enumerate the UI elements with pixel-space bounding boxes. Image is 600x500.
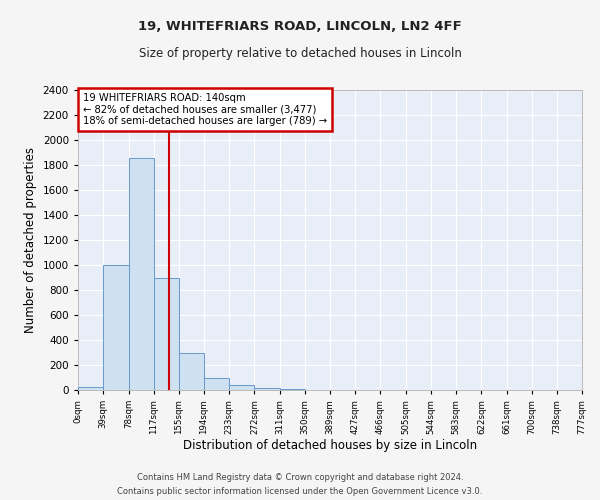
Text: Contains HM Land Registry data © Crown copyright and database right 2024.: Contains HM Land Registry data © Crown c…: [137, 472, 463, 482]
Bar: [78, 387, 103, 390]
Text: 19, WHITEFRIARS ROAD, LINCOLN, LN2 4FF: 19, WHITEFRIARS ROAD, LINCOLN, LN2 4FF: [138, 20, 462, 33]
Y-axis label: Number of detached properties: Number of detached properties: [24, 147, 37, 333]
Text: 19 WHITEFRIARS ROAD: 140sqm
← 82% of detached houses are smaller (3,477)
18% of : 19 WHITEFRIARS ROAD: 140sqm ← 82% of det…: [83, 93, 327, 126]
Bar: [128, 158, 154, 390]
Text: Size of property relative to detached houses in Lincoln: Size of property relative to detached ho…: [139, 48, 461, 60]
Bar: [179, 353, 204, 390]
Bar: [154, 278, 179, 390]
Bar: [280, 389, 305, 390]
Bar: [254, 388, 280, 390]
Bar: [103, 265, 128, 390]
Bar: [204, 378, 229, 390]
Text: Contains public sector information licensed under the Open Government Licence v3: Contains public sector information licen…: [118, 488, 482, 496]
Bar: [229, 385, 254, 390]
X-axis label: Distribution of detached houses by size in Lincoln: Distribution of detached houses by size …: [183, 440, 477, 452]
